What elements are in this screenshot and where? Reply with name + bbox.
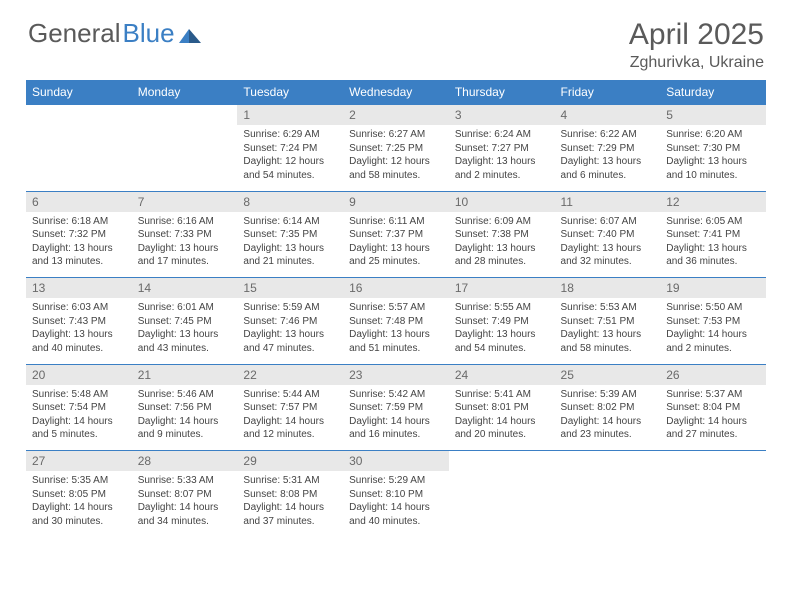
day-content-cell: Sunrise: 6:07 AMSunset: 7:40 PMDaylight:… (555, 212, 661, 278)
day-content-cell: Sunrise: 6:16 AMSunset: 7:33 PMDaylight:… (132, 212, 238, 278)
day-header-row: Sunday Monday Tuesday Wednesday Thursday… (26, 80, 766, 105)
day-content-cell (449, 471, 555, 537)
day-number-cell: 13 (26, 278, 132, 299)
day-header: Thursday (449, 80, 555, 105)
day-content-cell: Sunrise: 6:03 AMSunset: 7:43 PMDaylight:… (26, 298, 132, 364)
day-content-cell: Sunrise: 5:50 AMSunset: 7:53 PMDaylight:… (660, 298, 766, 364)
day-number-cell (555, 451, 661, 472)
day-number-cell: 27 (26, 451, 132, 472)
day-content-cell (26, 125, 132, 191)
day-content-cell: Sunrise: 5:33 AMSunset: 8:07 PMDaylight:… (132, 471, 238, 537)
title-block: April 2025 Zghurivka, Ukraine (629, 18, 764, 72)
day-number-cell: 9 (343, 191, 449, 212)
day-header: Wednesday (343, 80, 449, 105)
day-header: Friday (555, 80, 661, 105)
logo-text-a: General (28, 18, 121, 49)
day-content-cell: Sunrise: 5:42 AMSunset: 7:59 PMDaylight:… (343, 385, 449, 451)
day-content-cell: Sunrise: 6:20 AMSunset: 7:30 PMDaylight:… (660, 125, 766, 191)
day-content-cell: Sunrise: 5:35 AMSunset: 8:05 PMDaylight:… (26, 471, 132, 537)
day-content-cell: Sunrise: 5:41 AMSunset: 8:01 PMDaylight:… (449, 385, 555, 451)
day-number-cell: 15 (237, 278, 343, 299)
day-content-cell: Sunrise: 6:09 AMSunset: 7:38 PMDaylight:… (449, 212, 555, 278)
day-content-cell: Sunrise: 5:29 AMSunset: 8:10 PMDaylight:… (343, 471, 449, 537)
day-number-cell: 20 (26, 364, 132, 385)
daynum-row: 20212223242526 (26, 364, 766, 385)
day-number-cell: 21 (132, 364, 238, 385)
day-content-cell: Sunrise: 6:22 AMSunset: 7:29 PMDaylight:… (555, 125, 661, 191)
day-number-cell: 16 (343, 278, 449, 299)
day-number-cell: 5 (660, 105, 766, 126)
day-header: Saturday (660, 80, 766, 105)
day-number-cell: 7 (132, 191, 238, 212)
day-number-cell: 6 (26, 191, 132, 212)
calendar-table: Sunday Monday Tuesday Wednesday Thursday… (26, 80, 766, 537)
logo-icon (179, 25, 203, 43)
day-number-cell: 23 (343, 364, 449, 385)
day-content-cell: Sunrise: 5:48 AMSunset: 7:54 PMDaylight:… (26, 385, 132, 451)
day-number-cell: 25 (555, 364, 661, 385)
content-row: Sunrise: 5:48 AMSunset: 7:54 PMDaylight:… (26, 385, 766, 451)
content-row: Sunrise: 5:35 AMSunset: 8:05 PMDaylight:… (26, 471, 766, 537)
logo-text-b: Blue (123, 18, 175, 49)
day-header: Tuesday (237, 80, 343, 105)
day-number-cell (132, 105, 238, 126)
day-number-cell: 29 (237, 451, 343, 472)
daynum-row: 6789101112 (26, 191, 766, 212)
day-number-cell: 17 (449, 278, 555, 299)
content-row: Sunrise: 6:18 AMSunset: 7:32 PMDaylight:… (26, 212, 766, 278)
location: Zghurivka, Ukraine (629, 54, 764, 72)
day-number-cell: 18 (555, 278, 661, 299)
day-number-cell: 30 (343, 451, 449, 472)
day-content-cell: Sunrise: 5:55 AMSunset: 7:49 PMDaylight:… (449, 298, 555, 364)
day-content-cell: Sunrise: 5:44 AMSunset: 7:57 PMDaylight:… (237, 385, 343, 451)
day-number-cell: 3 (449, 105, 555, 126)
day-number-cell: 26 (660, 364, 766, 385)
day-number-cell: 14 (132, 278, 238, 299)
day-content-cell: Sunrise: 5:31 AMSunset: 8:08 PMDaylight:… (237, 471, 343, 537)
header: GeneralBlue April 2025 Zghurivka, Ukrain… (0, 0, 792, 80)
logo: GeneralBlue (28, 18, 203, 49)
day-content-cell: Sunrise: 5:57 AMSunset: 7:48 PMDaylight:… (343, 298, 449, 364)
day-content-cell: Sunrise: 6:27 AMSunset: 7:25 PMDaylight:… (343, 125, 449, 191)
day-number-cell: 24 (449, 364, 555, 385)
day-header: Sunday (26, 80, 132, 105)
daynum-row: 12345 (26, 105, 766, 126)
daynum-row: 13141516171819 (26, 278, 766, 299)
day-number-cell: 28 (132, 451, 238, 472)
day-content-cell (555, 471, 661, 537)
daynum-row: 27282930 (26, 451, 766, 472)
day-content-cell: Sunrise: 5:59 AMSunset: 7:46 PMDaylight:… (237, 298, 343, 364)
day-content-cell: Sunrise: 6:01 AMSunset: 7:45 PMDaylight:… (132, 298, 238, 364)
day-number-cell: 11 (555, 191, 661, 212)
month-title: April 2025 (629, 18, 764, 52)
day-header: Monday (132, 80, 238, 105)
day-content-cell: Sunrise: 6:24 AMSunset: 7:27 PMDaylight:… (449, 125, 555, 191)
day-content-cell: Sunrise: 5:39 AMSunset: 8:02 PMDaylight:… (555, 385, 661, 451)
day-number-cell (26, 105, 132, 126)
day-content-cell: Sunrise: 5:53 AMSunset: 7:51 PMDaylight:… (555, 298, 661, 364)
day-number-cell (449, 451, 555, 472)
day-content-cell: Sunrise: 6:11 AMSunset: 7:37 PMDaylight:… (343, 212, 449, 278)
day-number-cell: 12 (660, 191, 766, 212)
day-number-cell: 22 (237, 364, 343, 385)
day-number-cell: 1 (237, 105, 343, 126)
day-content-cell: Sunrise: 6:18 AMSunset: 7:32 PMDaylight:… (26, 212, 132, 278)
day-content-cell: Sunrise: 6:14 AMSunset: 7:35 PMDaylight:… (237, 212, 343, 278)
day-content-cell (660, 471, 766, 537)
day-content-cell: Sunrise: 5:37 AMSunset: 8:04 PMDaylight:… (660, 385, 766, 451)
day-content-cell: Sunrise: 5:46 AMSunset: 7:56 PMDaylight:… (132, 385, 238, 451)
day-number-cell (660, 451, 766, 472)
day-number-cell: 10 (449, 191, 555, 212)
day-content-cell: Sunrise: 6:29 AMSunset: 7:24 PMDaylight:… (237, 125, 343, 191)
day-number-cell: 19 (660, 278, 766, 299)
day-content-cell: Sunrise: 6:05 AMSunset: 7:41 PMDaylight:… (660, 212, 766, 278)
day-number-cell: 4 (555, 105, 661, 126)
content-row: Sunrise: 6:29 AMSunset: 7:24 PMDaylight:… (26, 125, 766, 191)
content-row: Sunrise: 6:03 AMSunset: 7:43 PMDaylight:… (26, 298, 766, 364)
day-number-cell: 8 (237, 191, 343, 212)
day-content-cell (132, 125, 238, 191)
day-number-cell: 2 (343, 105, 449, 126)
